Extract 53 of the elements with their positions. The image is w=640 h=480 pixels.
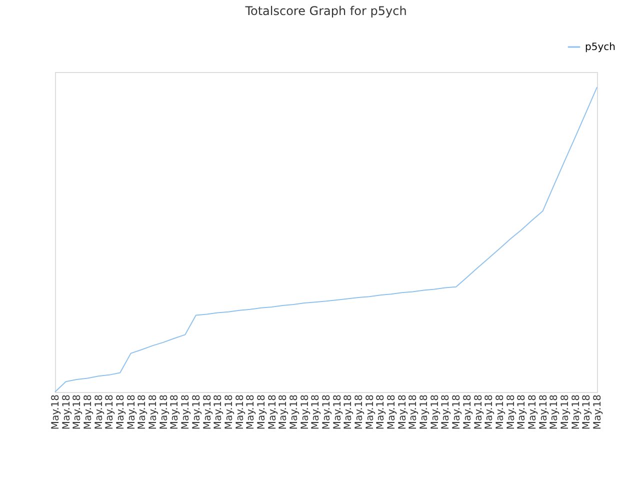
x-tick-label: May.18 [494,394,506,430]
x-tick-label: May.18 [94,394,105,430]
x-tick-label: May.18 [560,394,571,430]
x-tick-label: May.18 [549,394,560,430]
x-tick-label: May.18 [104,394,116,430]
x-tick-label: May.18 [538,394,550,430]
x-tick-label: May.18 [506,394,517,430]
x-tick-label: May.18 [126,394,138,430]
x-tick-label: May.18 [582,394,593,430]
x-tick-label: May.18 [343,394,354,430]
x-tick-label: May.18 [440,394,452,430]
x-tick-label: May.18 [158,394,170,430]
x-tick-label: May.18 [267,394,278,430]
x-tick-label: May.18 [462,394,474,430]
x-tick-label: May.18 [452,394,463,430]
chart-title: Totalscore Graph for p5ych [244,4,407,18]
x-tick-label: May.18 [137,394,148,430]
x-tick-label: May.18 [354,394,366,430]
x-tick-label: May.18 [527,394,538,430]
x-tick-label: May.18 [430,394,441,430]
x-tick-label: May.18 [473,394,484,430]
x-tick-label: May.18 [484,394,496,430]
x-tick-label: May.18 [592,394,604,430]
x-tick-label: May.18 [72,394,84,430]
x-tick-label: May.18 [234,394,246,430]
x-tick-label: May.18 [83,394,94,430]
x-tick-label: May.18 [61,394,72,430]
x-tick-label: May.18 [256,394,268,430]
x-tick-label: May.18 [397,394,408,430]
x-tick-label: May.18 [202,394,214,430]
x-tick-label: May.18 [288,394,300,430]
x-tick-label: May.18 [148,394,160,430]
x-tick-label: May.18 [364,394,376,430]
x-tick-label: May.18 [332,394,344,430]
x-tick-label: May.18 [116,394,127,430]
x-tick-label: May.18 [516,394,528,430]
x-tick-label: May.18 [278,394,290,430]
x-tick-label: May.18 [386,394,398,430]
legend-label: p5ych [585,42,616,53]
x-tick-label: May.18 [170,394,181,430]
x-tick-label: May.18 [191,394,202,430]
x-tick-label: May.18 [213,394,224,430]
x-tick-label: May.18 [408,394,420,430]
x-tick-label: May.18 [310,394,322,430]
x-tick-label: May.18 [322,394,332,430]
x-tick-label: May.18 [246,394,257,430]
x-tick-label: May.18 [570,394,582,430]
x-tick-label: May.18 [50,394,62,430]
x-tick-label: May.18 [180,394,192,430]
x-tick-label: May.18 [376,394,387,430]
x-tick-label: May.18 [224,394,235,430]
x-tick-label: May.18 [300,394,311,430]
x-tick-label: May.18 [419,394,430,430]
